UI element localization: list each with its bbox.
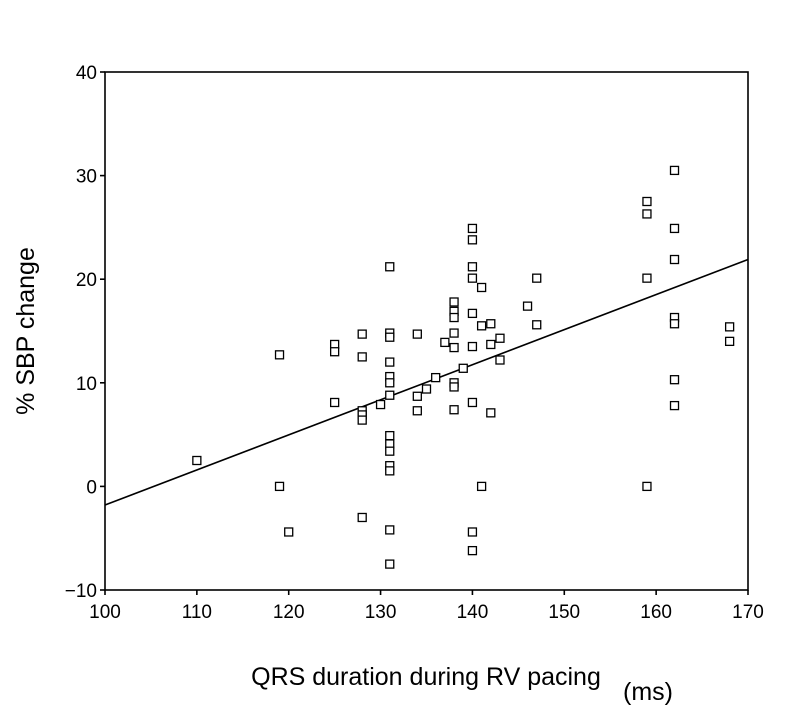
data-point — [357, 512, 367, 523]
plot-frame — [104, 71, 749, 591]
data-point — [486, 319, 496, 329]
x-axis-ticks — [104, 590, 749, 595]
x-axis-tick-labels: 100 110 120 130 140 150 160 170 — [89, 602, 764, 623]
data-point — [467, 545, 478, 556]
data-point — [669, 223, 680, 234]
data-point — [274, 350, 285, 360]
data-point — [669, 319, 680, 329]
data-point — [385, 378, 395, 388]
data-point — [669, 400, 680, 411]
data-point — [329, 347, 340, 357]
data-point — [412, 391, 422, 401]
data-point — [449, 297, 459, 307]
x-tick-label: 150 — [548, 602, 580, 623]
data-point — [724, 322, 735, 332]
fit-line — [104, 258, 749, 506]
y-axis-tick-labels: −10 0 10 20 30 40 — [65, 63, 97, 602]
data-point — [532, 273, 542, 283]
data-point — [642, 196, 652, 207]
data-point — [495, 333, 505, 343]
data-point — [385, 446, 395, 456]
data-point — [412, 329, 422, 339]
data-point — [449, 312, 459, 323]
x-tick-label: 170 — [732, 602, 764, 623]
y-tick-label: 40 — [76, 63, 97, 84]
y-axis-ticks — [100, 71, 105, 591]
data-point — [449, 342, 459, 353]
y-tick-label: 10 — [76, 374, 97, 395]
data-point — [449, 328, 459, 338]
data-point — [467, 262, 478, 272]
x-tick-label: 110 — [182, 602, 212, 623]
data-point — [385, 466, 395, 476]
y-axis-title: % SBP change — [12, 247, 40, 415]
data-point — [532, 320, 542, 330]
y-tick-label: −10 — [65, 581, 97, 602]
x-tick-label: 140 — [457, 602, 489, 623]
data-point — [440, 337, 450, 348]
data-point — [642, 273, 652, 283]
data-point — [476, 282, 487, 293]
data-point — [385, 430, 395, 441]
data-point — [385, 525, 395, 535]
x-tick-label: 160 — [640, 602, 672, 623]
y-tick-label: 20 — [76, 270, 97, 291]
data-point — [467, 223, 478, 234]
data-point — [467, 527, 478, 537]
data-point — [192, 455, 202, 466]
data-point — [669, 254, 680, 265]
data-point — [467, 341, 478, 352]
x-axis-title: QRS duration during RV pacing — [251, 663, 601, 691]
data-point — [476, 481, 487, 492]
data-point — [486, 339, 496, 350]
data-point — [476, 321, 487, 331]
y-tick-label: 30 — [76, 167, 97, 188]
data-point — [385, 332, 395, 342]
data-point — [357, 415, 367, 425]
y-tick-label: 0 — [86, 477, 97, 498]
x-tick-label: 120 — [273, 602, 305, 623]
data-point — [467, 235, 478, 245]
x-tick-label: 100 — [89, 602, 121, 623]
data-point — [449, 405, 459, 415]
data-point — [449, 382, 459, 392]
data-point — [467, 308, 478, 319]
data-point — [385, 357, 395, 367]
data-point — [385, 559, 395, 569]
x-axis-unit: (ms) — [623, 678, 673, 706]
data-point — [431, 372, 441, 383]
data-point — [412, 406, 422, 416]
data-point — [421, 384, 432, 394]
data-point — [642, 209, 652, 219]
data-point — [467, 397, 478, 408]
data-point — [385, 390, 395, 400]
x-tick-label: 130 — [365, 602, 397, 623]
data-point — [669, 165, 680, 176]
data-point — [669, 375, 680, 385]
data-point — [385, 262, 395, 272]
data-point — [724, 336, 735, 347]
data-point — [458, 363, 468, 373]
data-points — [192, 165, 735, 569]
data-point — [642, 481, 652, 492]
data-point — [467, 273, 478, 283]
data-point — [357, 352, 367, 362]
data-point — [329, 397, 340, 408]
data-point — [486, 408, 496, 418]
data-point — [495, 355, 505, 365]
regression-line — [104, 258, 749, 506]
data-point — [274, 481, 285, 492]
data-point — [375, 399, 386, 410]
data-point — [522, 301, 533, 311]
data-point — [284, 527, 294, 537]
data-point — [357, 329, 367, 339]
